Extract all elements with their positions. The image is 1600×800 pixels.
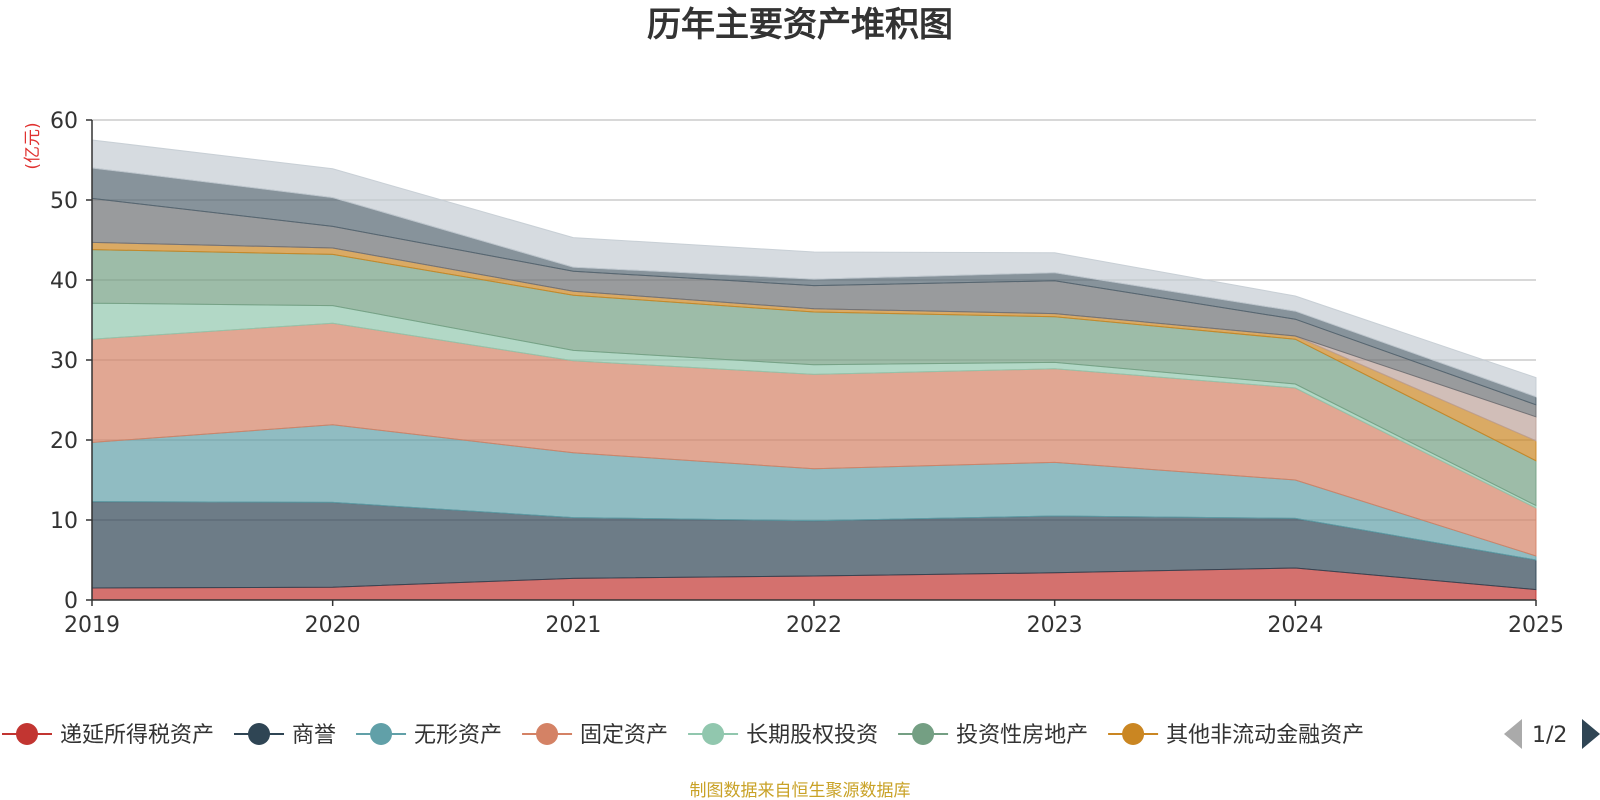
area-series-group (91, 139, 1537, 601)
y-tick-label-20: 20 (50, 429, 78, 454)
legend-label-4: 长期股权投资 (746, 723, 878, 748)
legend-item-0[interactable]: 递延所得税资产 (2, 723, 214, 748)
legend-label-1: 商誉 (292, 723, 336, 748)
legend-marker-4 (702, 723, 725, 745)
x-tick-label-2023: 2023 (1027, 613, 1083, 638)
legend-next-page-icon[interactable] (1582, 719, 1600, 749)
y-tick-label-0: 0 (64, 589, 78, 614)
x-tick-label-2025: 2025 (1508, 613, 1564, 638)
x-tick-label-2020: 2020 (305, 613, 361, 638)
legend-label-0: 递延所得税资产 (60, 723, 214, 748)
legend-label-2: 无形资产 (414, 723, 502, 748)
x-tick-label-2021: 2021 (545, 613, 601, 638)
axes: 0 10 20 30 40 50 60 2019 2020 2021 2022 2023 2024 202… (50, 109, 1564, 638)
legend-marker-2 (370, 723, 393, 745)
y-tick-label-10: 10 (50, 509, 78, 534)
y-tick-label-30: 30 (50, 349, 78, 374)
legend-marker-5 (912, 723, 935, 745)
legend-label-5: 投资性房地产 (956, 723, 1088, 748)
area-series-10[interactable] (91, 139, 1537, 398)
chart-title: 历年主要资产堆积图 (647, 5, 953, 45)
legend-label-3: 固定资产 (580, 723, 668, 748)
legend-item-6[interactable]: 其他非流动金融资产 (1108, 723, 1364, 748)
x-tick-label-2024: 2024 (1267, 613, 1323, 638)
y-tick-label-60: 60 (50, 109, 78, 134)
y-tick-label-50: 50 (50, 189, 78, 214)
legend-item-1[interactable]: 商誉 (234, 723, 336, 748)
legend-page-indicator: 1/2 (1532, 723, 1567, 748)
legend-marker-3 (536, 723, 559, 745)
data-source-note: 制图数据来自恒生聚源数据库 (690, 781, 911, 800)
x-tick-label-2019: 2019 (64, 613, 120, 638)
legend-item-4[interactable]: 长期股权投资 (688, 723, 878, 748)
legend-label-6: 其他非流动金融资产 (1166, 723, 1364, 748)
legend-item-2[interactable]: 无形资产 (356, 723, 502, 748)
y-tick-label-40: 40 (50, 269, 78, 294)
legend-pager[interactable]: 1/2 (1504, 719, 1600, 749)
y-axis-unit-label: (亿元) (23, 122, 43, 169)
x-tick-label-2022: 2022 (786, 613, 842, 638)
legend[interactable]: 递延所得税资产 商誉 无形资产 固定资产 长期股权投资 投资性房地产 其他非流动金融资产 1/… (2, 719, 1600, 749)
legend-item-5[interactable]: 投资性房地产 (898, 723, 1088, 748)
legend-prev-page-icon[interactable] (1504, 719, 1522, 749)
legend-marker-6 (1122, 723, 1145, 745)
legend-item-3[interactable]: 固定资产 (522, 723, 668, 748)
legend-marker-0 (16, 723, 38, 745)
legend-marker-1 (248, 723, 271, 745)
